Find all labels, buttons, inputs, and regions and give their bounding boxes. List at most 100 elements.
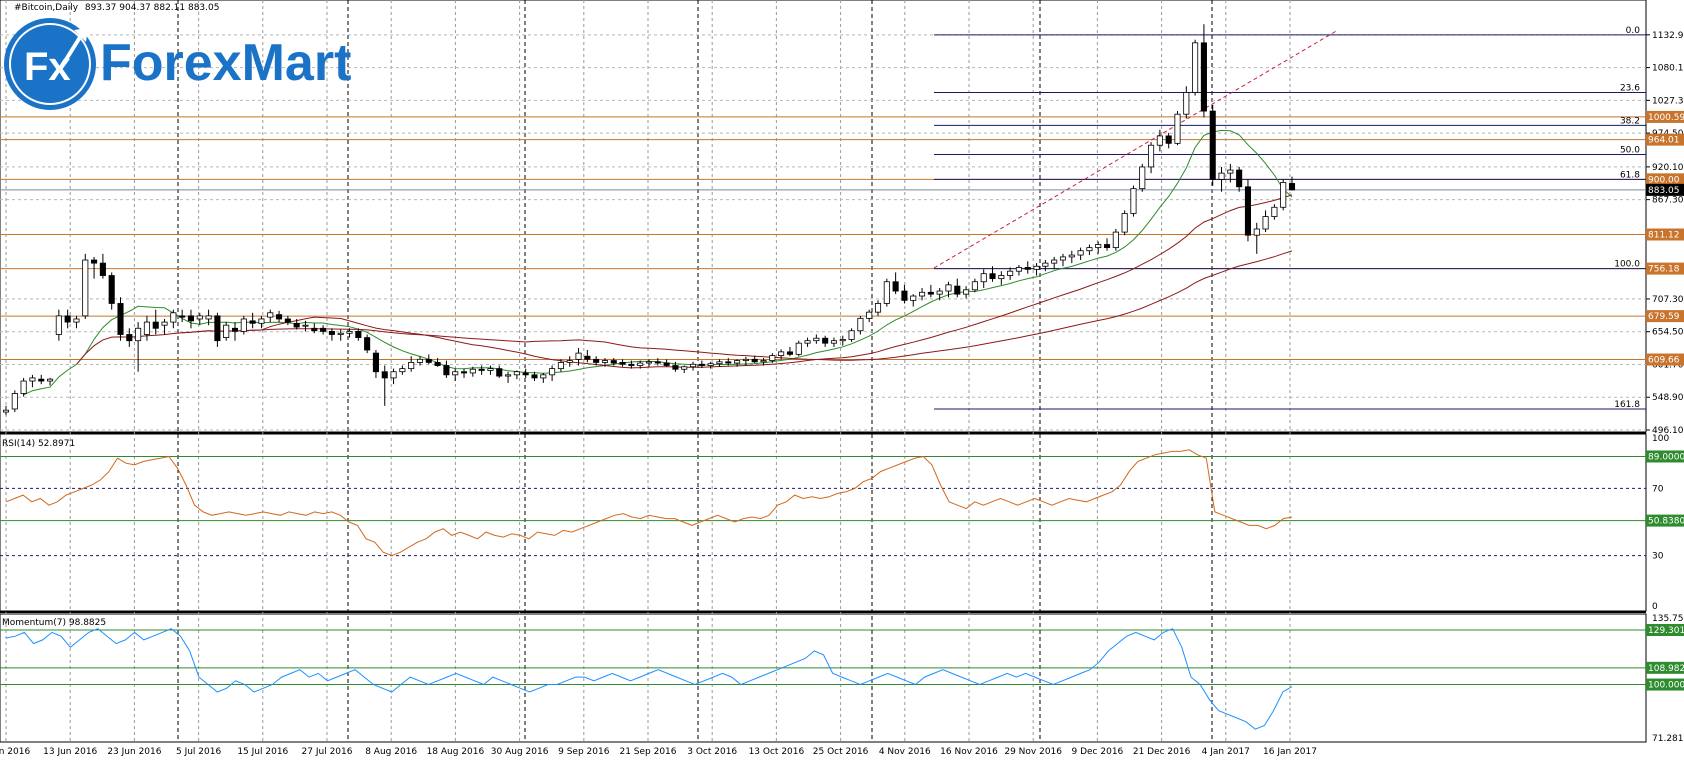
logo-text: ForexMart [100,34,351,92]
candle-body [1244,186,1252,236]
candle-body [628,363,635,366]
price-tag-label: 900.00 [1648,175,1680,185]
candle-body [311,327,318,332]
support-resistance-lines [0,116,1646,361]
arrow-icon [60,32,84,68]
candle-body [364,337,371,351]
momentum-level-tag [1646,661,1684,674]
candle-body [566,360,573,363]
candle-body [99,262,106,276]
candle-body [1174,113,1181,144]
momentum-panel [0,628,1646,730]
price-tag-label: 679.59 [1648,312,1680,322]
candle-body [989,273,996,280]
symbol-label: #Bitcoin,Daily [14,3,79,13]
momentum-level-label: 100.000 [1648,681,1684,691]
date-tick-label: 13 Jun 2016 [43,747,97,757]
candle-body [610,360,617,364]
price-tick-label: 1132.90 [1652,31,1684,41]
candle-body [126,334,133,342]
candle-body [460,371,468,374]
candle-body [302,324,309,327]
momentum-axis: 129.301 108.982 100.000 135.752 71.2812 [1646,614,1684,744]
candle-body [381,371,388,379]
fib-label: 0.0 [1626,26,1641,36]
candle-body [258,318,265,324]
candle-body [170,312,177,323]
date-tick-label: 9 Sep 2016 [558,747,610,757]
candle-body [55,315,62,335]
price-tick-label: 1027.30 [1652,96,1684,106]
ma-slow-line [182,250,1293,361]
candle-body [1262,216,1269,230]
candle-body [857,317,864,332]
momentum-title: Momentum(7) 98.8825 [2,618,106,628]
candle-body [1086,247,1093,252]
candle-body [1271,206,1278,217]
candle-body [205,315,212,320]
candle-body [795,342,802,355]
price-tag-label: 811.12 [1648,231,1680,241]
forexmart-logo: Fx ForexMart [4,18,351,110]
candle-body [161,321,168,326]
candle-body [1059,256,1067,261]
candle-body [883,281,890,304]
candle-body [1139,166,1146,190]
date-tick-label: 4 Nov 2016 [879,747,931,757]
date-tick-label: 27 Jul 2016 [302,747,353,757]
date-tick-label: 16 Nov 2016 [940,747,998,757]
candle-body [179,315,186,318]
date-tick-label: 23 Jun 2016 [107,747,161,757]
candle-body [1121,213,1128,233]
logo-circle [4,18,96,110]
candle-body [769,355,776,361]
candle-body [143,321,150,335]
price-tag-box [1646,110,1684,123]
candle-body [822,337,829,344]
candle-body [654,361,661,364]
candle-body [11,393,18,410]
candle-body [874,303,882,313]
candle-body [38,378,45,382]
date-tick-label: 8 Aug 2016 [365,747,417,757]
candle-body [645,361,653,364]
rsi-tick-label: 30 [1652,552,1664,562]
momentum-tick-label: 71.2812 [1652,734,1684,744]
candle-body [971,281,978,291]
candle-body [919,291,926,297]
candle-body [892,281,899,292]
candle-body [980,273,987,283]
candle-body [637,362,644,366]
candle-body [434,362,441,366]
candle-body [452,371,459,376]
candle-body [778,351,785,356]
candle-body [513,371,520,376]
date-tick-label: 13 Oct 2016 [749,747,805,757]
price-tag-label: 1000.59 [1648,113,1684,123]
candle-body [425,358,432,363]
candle-body [231,327,239,332]
momentum-level-label: 129.301 [1648,626,1684,636]
candle-body [901,290,908,301]
candle-body [135,327,142,342]
ohlc-values: 893.37 904.37 882.11 883.05 [85,3,220,13]
momentum-level-label: 108.982 [1648,664,1684,674]
candle-body [416,358,424,363]
candle-body [91,259,98,264]
candle-body [698,363,705,366]
price-tick-label: 496.10 [1652,426,1684,436]
rsi-panel [0,449,1646,557]
date-tick-label: 5 Jul 2016 [176,747,221,757]
fibonacci-levels: 0.0 23.6 38.2 50.0 61.8 100.0 161.8 [934,26,1646,410]
candle-body [760,360,767,363]
candle-body [29,377,36,382]
date-tick-label: 1 Jun 2016 [0,747,30,757]
price-tag-box [1646,133,1684,146]
candle-body [804,340,811,344]
candle-body [848,330,855,340]
candle-body [346,330,353,334]
candle-body [249,320,256,324]
candle-body [751,358,758,363]
candle-body [1148,144,1155,168]
candle-body [214,315,221,342]
